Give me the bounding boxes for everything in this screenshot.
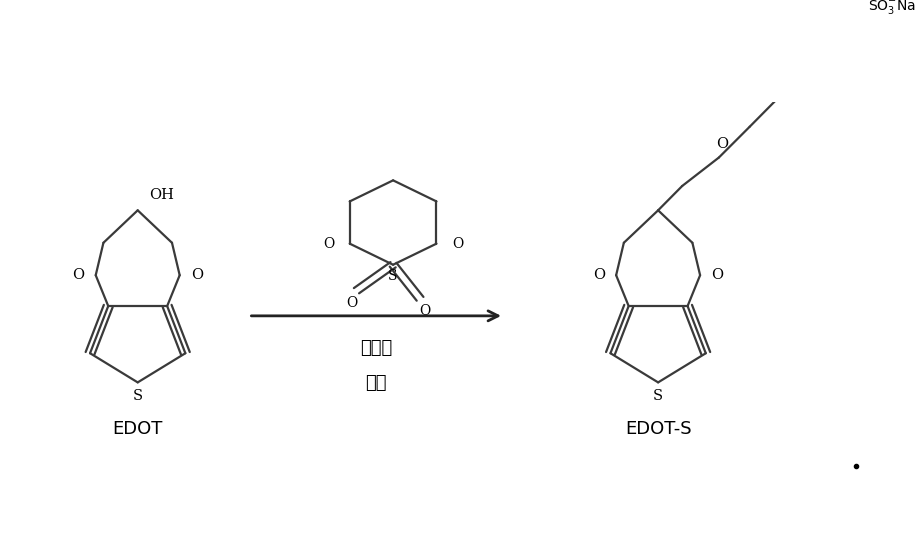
Text: O: O (419, 305, 431, 319)
Text: S: S (388, 269, 398, 283)
Text: S: S (653, 389, 663, 403)
Text: EDOT-S: EDOT-S (625, 420, 691, 439)
Text: O: O (72, 268, 84, 282)
Text: O: O (346, 296, 358, 310)
Text: $\mathregular{SO_3^{-}}$Na: $\mathregular{SO_3^{-}}$Na (869, 0, 917, 16)
Text: O: O (711, 268, 723, 282)
Text: 氯化钓: 氯化钓 (360, 339, 393, 357)
Text: O: O (191, 268, 203, 282)
Text: OH: OH (150, 188, 174, 202)
Text: O: O (452, 237, 463, 251)
Text: EDOT: EDOT (113, 420, 163, 439)
Text: O: O (592, 268, 605, 282)
Text: S: S (133, 389, 143, 403)
Text: 甲苯: 甲苯 (366, 374, 387, 392)
Text: O: O (323, 237, 334, 251)
Text: O: O (716, 137, 728, 151)
